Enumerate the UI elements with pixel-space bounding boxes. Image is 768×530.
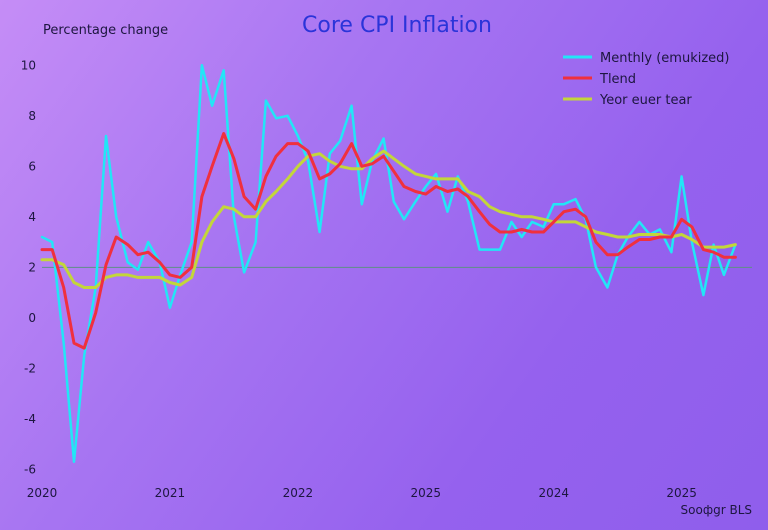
series-line-2	[40, 149, 737, 289]
y-tick-label: 10	[21, 58, 36, 72]
x-tick-label: 2020	[27, 486, 58, 500]
source-note: Sooфgr BLS	[681, 503, 752, 517]
chart-title: Core CPI Inflation	[302, 13, 492, 38]
x-tick-label: 2021	[155, 486, 186, 500]
y-ticks: 10 8 6 4 2 0 -2 -4 -6	[21, 58, 36, 476]
y-axis-label: Percentage change	[43, 23, 168, 38]
x-tick-label: 2022	[283, 486, 314, 500]
y-tick-label: 0	[28, 311, 36, 325]
y-tick-label: -6	[24, 462, 36, 476]
series-line-1	[40, 132, 737, 350]
y-tick-label: 8	[28, 109, 36, 123]
y-tick-label: 2	[28, 260, 36, 274]
y-tick-label: -2	[24, 361, 36, 375]
legend-label: Menthly (emukized)	[600, 51, 730, 66]
y-tick-label: 4	[28, 210, 36, 224]
x-tick-label: 2025	[411, 486, 442, 500]
series-lines	[40, 64, 737, 464]
x-ticks: 2020 2021 2022 2025 2024 2025	[27, 486, 697, 500]
legend-label: Tlend	[599, 72, 636, 87]
series-line-0	[40, 64, 737, 464]
x-tick-label: 2024	[538, 486, 569, 500]
legend: Menthly (emukized) Tlend Yeor euer tear	[563, 51, 730, 108]
legend-label: Yeor euer tear	[599, 93, 692, 108]
y-tick-label: -4	[24, 412, 36, 426]
y-tick-label: 6	[28, 159, 36, 173]
x-tick-label: 2025	[666, 486, 697, 500]
